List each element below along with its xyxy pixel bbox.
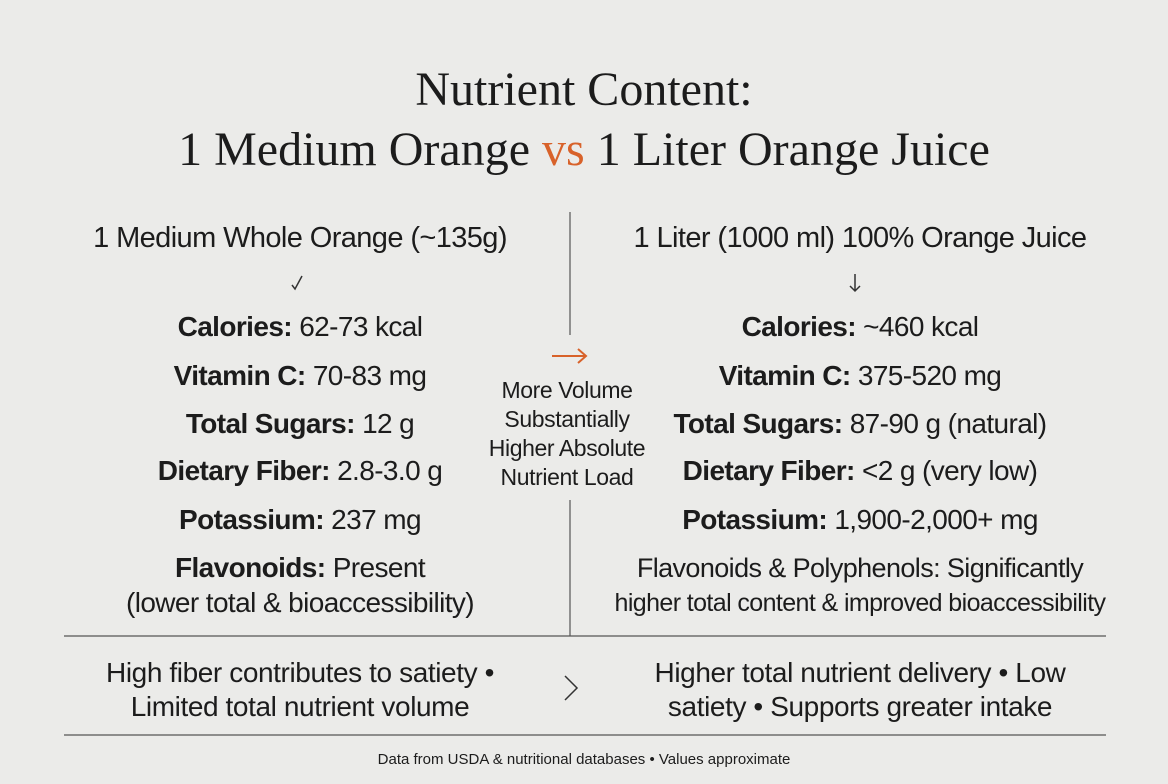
check-icon [291, 275, 303, 291]
nutrient-value: <2 g (very low) [861, 455, 1038, 486]
nutrient-row: Dietary Fiber: <2 g (very low) [560, 453, 1160, 489]
footer: Data from USDA & nutritional databases •… [377, 751, 791, 768]
title: Nutrient Content: [415, 63, 753, 116]
right-arrow [552, 348, 588, 364]
nutrient-row: Potassium: 1,900-2,000+ mg [560, 502, 1160, 538]
middle-text: Higher Absolute [488, 435, 646, 461]
summary: Limited total nutrient volume [130, 691, 470, 722]
middle-text: Nutrient Load [500, 464, 634, 490]
title: 1 Medium Orange vs 1 Liter Orange Juice [0, 121, 1168, 179]
summary: High fiber contributes to satiety • [106, 657, 494, 688]
title-vs: vs [542, 123, 585, 176]
nutrient-label: Potassium: [179, 504, 325, 535]
nutrient-row: Calories: 62-73 kcal [0, 309, 600, 345]
summary: Higher total nutrient delivery • Low [654, 657, 1066, 688]
nutrient-label: Vitamin C: [173, 360, 307, 391]
nutrient-value: Present [332, 552, 426, 583]
nutrient-row: Flavonoids: Present [0, 550, 600, 586]
nutrient-row: Vitamin C: 375-520 mg [560, 358, 1160, 394]
nutrient-row: Potassium: 237 mg [0, 502, 600, 538]
nutrient-value: ~460 kcal [863, 311, 979, 342]
nutrient-value: 1,900-2,000+ mg [834, 504, 1038, 535]
note: Flavonoids & Polyphenols: Significantly [636, 553, 1084, 583]
nutrient-label: Dietary Fiber: [157, 455, 331, 486]
note: (lower total & bioaccessibility) [125, 587, 475, 618]
nutrient-label: Total Sugars: [185, 408, 356, 439]
nutrient-label: Dietary Fiber: [682, 455, 856, 486]
nutrient-value: 237 mg [331, 504, 421, 535]
nutrient-label: Flavonoids: [174, 552, 326, 583]
nutrient-row: Total Sugars: 12 g [0, 406, 600, 442]
nutrient-row: Calories: ~460 kcal [560, 309, 1160, 345]
nutrient-row: Total Sugars: 87-90 g (natural) [560, 406, 1160, 442]
down-arrow [849, 274, 861, 293]
nutrient-label: Vitamin C: [718, 360, 852, 391]
nutrient-row: Dietary Fiber: 2.8-3.0 g [0, 453, 600, 489]
nutrient-value: 2.8-3.0 g [337, 455, 443, 486]
nutrient-label: Calories: [741, 311, 857, 342]
note: higher total content & improved bioacces… [614, 589, 1107, 617]
heading: 1 Liter (1000 ml) 100% Orange Juice [633, 222, 1088, 254]
title-right: 1 Liter Orange Juice [596, 123, 990, 176]
nutrient-value: 87-90 g (natural) [849, 408, 1047, 439]
summary: satiety • Supports greater intake [667, 691, 1053, 722]
nutrient-value: 62-73 kcal [299, 311, 423, 342]
nutrient-value: 12 g [362, 408, 415, 439]
heading: 1 Medium Whole Orange (~135g) [93, 222, 507, 254]
nutrient-label: Total Sugars: [673, 408, 843, 439]
nutrient-label: Potassium: [682, 504, 828, 535]
title-left: 1 Medium Orange [178, 123, 531, 176]
middle-text: Substantially [504, 406, 630, 432]
nutrient-row: Vitamin C: 70-83 mg [0, 358, 600, 394]
chevron [564, 675, 579, 701]
nutrient-label: Calories: [177, 311, 293, 342]
middle-text: More Volume [501, 377, 633, 403]
nutrient-value: 70-83 mg [312, 360, 427, 391]
nutrient-value: 375-520 mg [857, 360, 1002, 391]
